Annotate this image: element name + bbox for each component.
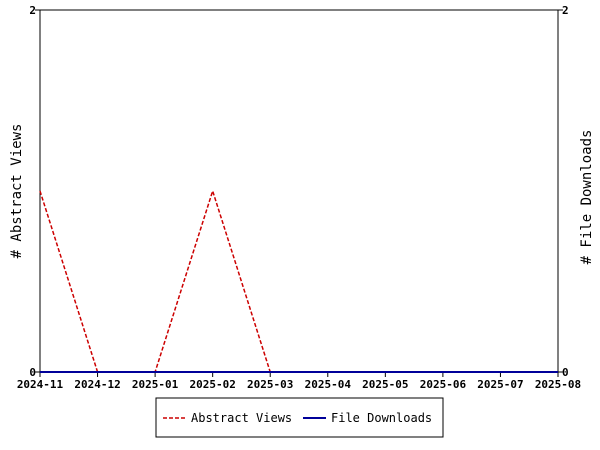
x-tick-label: 2025-04 (305, 378, 352, 391)
legend-label-1: Abstract Views (191, 411, 292, 425)
plot-frame (39, 9, 559, 373)
y2-tick-label: 2 (562, 4, 569, 17)
x-tick-label: 2025-01 (132, 378, 179, 391)
x-tick-label: 2025-03 (247, 378, 293, 391)
legend: Abstract Views File Downloads (155, 397, 444, 438)
x-tick-label: 2024-12 (74, 378, 120, 391)
x-tick-label: 2025-02 (189, 378, 235, 391)
x-tick-label: 2025-05 (362, 378, 408, 391)
y2-axis-title: # File Downloads (579, 130, 595, 265)
series-line-1 (39, 188, 271, 373)
x-tick-label: 2025-07 (477, 378, 523, 391)
y-axis-title: # Abstract Views (9, 124, 25, 259)
x-tick-label: 2025-08 (535, 378, 581, 391)
y2-tick-label: 0 (562, 366, 569, 379)
plot-area (39, 9, 559, 373)
y-tick-label: 0 (29, 366, 36, 379)
x-tick-label: 2024-11 (17, 378, 64, 391)
legend-label-2: File Downloads (331, 411, 432, 425)
series-layer (39, 188, 558, 373)
y-axis: 0 2 0 2 (29, 4, 568, 379)
x-axis: 2024-11 2024-12 2025-01 2025-02 2025-03 2025-… (17, 372, 581, 391)
x-tick-label: 2025-06 (420, 378, 467, 391)
y-tick-label: 2 (29, 4, 36, 17)
legend-box (155, 397, 444, 438)
